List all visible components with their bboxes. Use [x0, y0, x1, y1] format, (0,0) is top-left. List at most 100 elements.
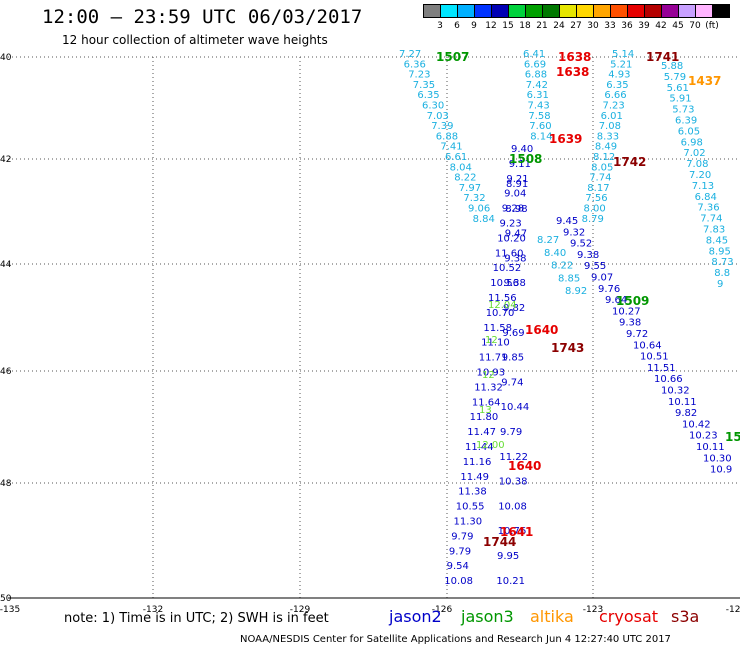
- swh-value: 7.23: [408, 70, 430, 81]
- swh-value: 10.11: [696, 442, 725, 453]
- swh-value: 10.76: [498, 526, 527, 537]
- swh-value: 11.22: [499, 452, 528, 463]
- swh-value: 11.80: [470, 412, 499, 423]
- colorbar-swatch: [610, 4, 628, 18]
- swh-value: 11.32: [474, 382, 503, 393]
- swh-value: 10.56: [490, 278, 519, 289]
- swh-value: 10.55: [456, 502, 485, 513]
- swh-value: 10.32: [661, 386, 690, 397]
- colorbar-label: 12: [485, 21, 497, 31]
- swh-value: 9.45: [556, 216, 578, 227]
- swh-value: 7.20: [689, 170, 711, 181]
- swh-value: 9.54: [447, 561, 469, 572]
- lat-label: 44: [0, 260, 12, 270]
- swh-value: 9.38: [577, 250, 599, 261]
- swh-value: 7.02: [683, 148, 705, 159]
- colorbar-label: 21: [536, 21, 548, 31]
- swh-value: 9.11: [509, 159, 531, 170]
- swh-value: 11.10: [481, 338, 510, 349]
- swh-value: 8.91: [506, 179, 528, 190]
- swh-value: 10.27: [612, 306, 641, 317]
- swh-value: 9.72: [626, 329, 648, 340]
- swh-value: 10.93: [477, 368, 506, 379]
- colorbar-label: 45: [672, 21, 684, 31]
- page-title: 12:00 – 23:59 UTC 06/03/2017: [42, 6, 363, 28]
- swh-value: 6.35: [417, 90, 439, 101]
- swh-value: 8.92: [565, 286, 587, 297]
- colorbar-swatch: [559, 4, 577, 18]
- colorbar-swatch: [542, 4, 560, 18]
- lon-label: -126: [432, 605, 453, 615]
- swh-value: 9.69: [502, 328, 524, 339]
- swh-value: 10.23: [689, 431, 718, 442]
- swh-value: 10.08: [498, 501, 527, 512]
- pass-time-label: 1437: [688, 74, 721, 88]
- swh-value: 6.88: [525, 70, 547, 81]
- swh-value: 6.36: [404, 59, 426, 70]
- swh-value: 11.47: [467, 427, 496, 438]
- colorbar-swatch: [576, 4, 594, 18]
- swh-value: 11.60: [495, 248, 524, 259]
- swh-value: 8.79: [582, 214, 604, 225]
- swh-value: 8.95: [709, 246, 731, 257]
- colorbar-swatch: [593, 4, 611, 18]
- swh-value: 9.82: [675, 408, 697, 419]
- swh-value: 8.12: [593, 152, 615, 163]
- pass-time-label: 15: [725, 430, 740, 444]
- colorbar-swatch: [491, 4, 509, 18]
- swh-value: 9.79: [500, 427, 522, 438]
- swh-value: 9.76: [598, 284, 620, 295]
- swh-value: 9: [717, 279, 723, 290]
- swh-value: 10.51: [640, 352, 669, 363]
- colorbar-label: 3: [437, 21, 443, 31]
- colorbar-swatch: [525, 4, 543, 18]
- swh-value: 11.44: [465, 442, 494, 453]
- swh-value: 8.45: [706, 235, 728, 246]
- swh-value: 7.13: [692, 181, 714, 192]
- swh-value: 9.85: [502, 353, 524, 364]
- swh-value: 9.04: [504, 189, 526, 200]
- swh-value: 9.74: [501, 377, 523, 388]
- swh-value: 7.43: [528, 101, 550, 112]
- swh-value: 7.08: [686, 159, 708, 170]
- swh-value: 11.30: [454, 517, 483, 528]
- pass-time-label: 1640: [508, 459, 541, 473]
- lat-label: 42: [0, 155, 11, 165]
- swh-value: 11.71: [479, 353, 508, 364]
- colorbar-label: 15: [502, 21, 514, 31]
- lon-label: -123: [583, 605, 603, 615]
- swh-value: 5.79: [664, 72, 686, 83]
- swh-value: 6.88: [436, 131, 458, 142]
- colorbar-swatch: [423, 4, 441, 18]
- swh-value: 8.17: [587, 183, 609, 194]
- swh-value: 8.85: [558, 273, 580, 284]
- swh-value: 6.31: [527, 90, 549, 101]
- swh-value: 11.51: [647, 363, 676, 374]
- swh-value: 8.00: [584, 204, 606, 215]
- swh-value: 10.70: [486, 308, 515, 319]
- colorbar-swatch: [644, 4, 662, 18]
- swh-value: 12.04: [488, 300, 517, 311]
- pass-time-label: 1640: [525, 323, 558, 337]
- swh-value: 7.56: [585, 193, 607, 204]
- swh-value: 10.38: [499, 477, 528, 488]
- lat-lon-grid: [8, 56, 740, 599]
- colorbar-swatch: [474, 4, 492, 18]
- swh-value: 7.42: [526, 80, 548, 91]
- swh-value: 6.84: [695, 192, 717, 203]
- swh-value: 9.82: [503, 303, 525, 314]
- legend-jason2: jason2: [389, 607, 442, 626]
- swh-value: 8.98: [505, 204, 527, 215]
- swh-value: 12.00: [476, 440, 505, 451]
- legend-s3a: s3a: [671, 607, 700, 626]
- pass-time-label: 1638: [556, 65, 589, 79]
- swh-value: 6.61: [445, 152, 467, 163]
- lat-label: 46: [0, 367, 12, 377]
- swh-value: 6.66: [604, 90, 626, 101]
- swh-value: 9.52: [570, 239, 592, 250]
- swh-value: 9.38: [504, 253, 526, 264]
- pass-time-label: 1507: [436, 50, 469, 64]
- swh-value: 9.38: [504, 278, 526, 289]
- pass-time-label: 1742: [613, 155, 646, 169]
